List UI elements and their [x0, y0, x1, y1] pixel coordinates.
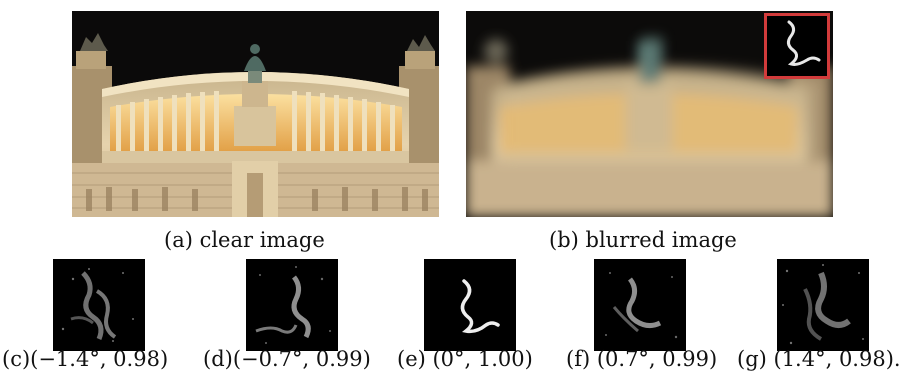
clear-image: [72, 11, 439, 217]
caption-a: (a) clear image: [164, 228, 325, 252]
caption-f: (f) (0.7°, 0.99): [566, 347, 718, 371]
caption-e: (e) (0°, 1.00): [397, 347, 533, 371]
kernel-g: [777, 259, 869, 351]
kernel-e: [424, 259, 516, 351]
caption-c: (c)(−1.4°, 0.98): [2, 347, 169, 371]
caption-g: (g) (1.4°, 0.98).: [737, 347, 901, 371]
kernel-d: [246, 259, 338, 351]
caption-b: (b) blurred image: [549, 228, 737, 252]
kernel-inset: [764, 13, 830, 79]
kernel-c: [53, 259, 145, 351]
kernel-f: [594, 259, 686, 351]
caption-d: (d)(−0.7°, 0.99): [203, 347, 371, 371]
